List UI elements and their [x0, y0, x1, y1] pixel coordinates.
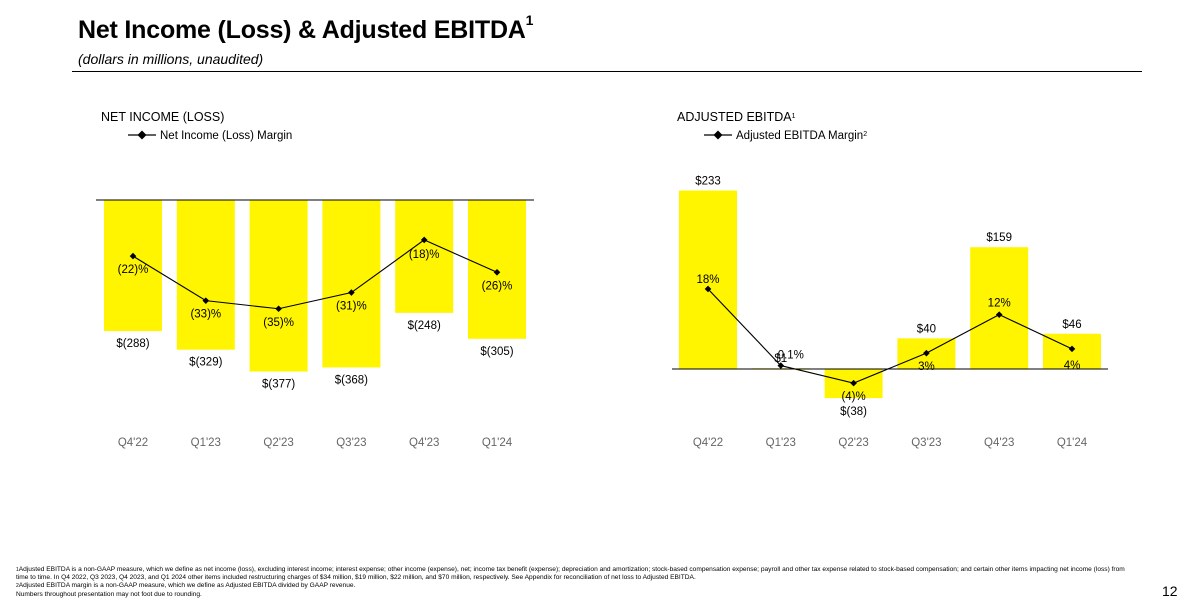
- margin-point: [348, 289, 355, 296]
- x-tick-label: Q1'23: [766, 437, 796, 449]
- margin-value-label: 4%: [1064, 360, 1081, 372]
- bar-Q2'23: [249, 200, 308, 372]
- legend-label-footnote-ref: 2: [863, 131, 867, 138]
- legend-marker-diamond: [137, 130, 147, 140]
- margin-point: [493, 269, 501, 276]
- margin-line: [707, 288, 1073, 384]
- margin-point: [129, 252, 137, 260]
- bar-Q4'23: [395, 200, 454, 313]
- footnote-text: Numbers throughout presentation may not …: [16, 590, 202, 598]
- legend-marker-diamond: [713, 130, 723, 140]
- bar-value-label: $(368): [335, 374, 368, 386]
- bar-value-label: $(305): [480, 346, 513, 358]
- margin-point: [275, 305, 282, 313]
- charts-canvas: NET INCOME (LOSS) Net Income (Loss) Margi…: [96, 110, 1108, 449]
- x-tick-label: Q1'23: [191, 437, 221, 449]
- page-number: 12: [1162, 583, 1178, 599]
- margin-value-label: (35)%: [263, 317, 294, 329]
- bar-value-label: $233: [695, 176, 721, 188]
- x-tick-label: Q3'23: [336, 437, 366, 449]
- header-divider: [72, 71, 1142, 72]
- margin-value-label: 12%: [988, 298, 1011, 310]
- margin-point: [420, 236, 428, 244]
- margin-value-label: (26)%: [482, 280, 513, 292]
- margin-point: [923, 349, 930, 357]
- bar-Q1'23: [176, 200, 235, 350]
- x-tick-label: Q1'24: [482, 437, 513, 449]
- margin-point: [1068, 345, 1076, 353]
- page-title-text: Net Income (Loss) & Adjusted EBITDA: [78, 16, 526, 44]
- bar-Q4'23: [970, 247, 1029, 369]
- bar-value-label: $(329): [189, 357, 222, 369]
- margin-line: [132, 239, 498, 310]
- x-tick-label: Q2'23: [838, 437, 868, 449]
- footnote-3: Numbers throughout presentation may not …: [16, 591, 1126, 599]
- legend-label: Adjusted EBITDA Margin2: [736, 130, 867, 142]
- x-tick-label: Q1'24: [1057, 437, 1088, 449]
- margin-point: [850, 379, 857, 387]
- x-tick-label: Q4'23: [409, 437, 439, 449]
- bar-value-label: $(288): [116, 338, 149, 350]
- margin-value-label: (31)%: [336, 301, 367, 313]
- margin-point: [777, 362, 785, 369]
- margin-point: [995, 311, 1003, 318]
- footnote-marker: 2: [16, 583, 19, 590]
- chart-title: NET INCOME (LOSS): [101, 110, 224, 124]
- bar-Q3'23: [322, 200, 381, 368]
- chart-title: ADJUSTED EBITDA1: [677, 110, 796, 124]
- bar-value-label: $159: [986, 232, 1012, 244]
- bar-value-label: $(38): [840, 406, 867, 418]
- margin-value-label: 18%: [696, 274, 719, 286]
- bar-value-label: $(377): [262, 379, 295, 391]
- x-tick-label: Q4'22: [118, 437, 148, 449]
- bar-value-label: $46: [1062, 319, 1081, 331]
- footnote-text: Adjusted EBITDA is a non-GAAP measure, w…: [16, 566, 1125, 582]
- chart-1: NET INCOME (LOSS) Net Income (Loss) Margi…: [96, 110, 534, 449]
- bar-value-label: $40: [917, 323, 936, 335]
- margin-value-label: 0.1%: [778, 350, 804, 362]
- x-tick-label: Q4'22: [693, 437, 723, 449]
- footnotes: 1Adjusted EBITDA is a non-GAAP measure, …: [16, 566, 1126, 604]
- margin-point: [202, 297, 210, 304]
- footnote-2: 2Adjusted EBITDA margin is a non-GAAP me…: [16, 582, 1126, 590]
- page-title: Net Income (Loss) & Adjusted EBITDA1: [78, 12, 533, 45]
- margin-value-label: (18)%: [409, 249, 440, 261]
- margin-value-label: 3%: [918, 361, 935, 373]
- margin-value-label: (33)%: [190, 309, 221, 321]
- margin-point: [704, 285, 712, 293]
- x-tick-label: Q3'23: [911, 437, 941, 449]
- page-subtitle: (dollars in millions, unaudited): [78, 51, 264, 67]
- footnote-1: 1Adjusted EBITDA is a non-GAAP measure, …: [16, 566, 1126, 582]
- x-tick-label: Q4'23: [984, 437, 1014, 449]
- chart-title-footnote-ref: 1: [792, 113, 796, 120]
- bar-value-label: $(248): [408, 320, 441, 332]
- footnote-marker: 1: [16, 567, 19, 573]
- bar-Q4'22: [104, 200, 162, 332]
- bar-Q4'22: [679, 190, 737, 369]
- footnote-text: Adjusted EBITDA margin is a non-GAAP mea…: [18, 582, 356, 590]
- chart-2: ADJUSTED EBITDA1 Adjusted EBITDA Margin2 $…: [672, 110, 1108, 449]
- margin-value-label: (22)%: [118, 264, 149, 276]
- page-title-footnote-ref: 1: [525, 12, 534, 28]
- legend-label: Net Income (Loss) Margin: [160, 130, 292, 142]
- x-tick-label: Q2'23: [263, 437, 293, 449]
- margin-value-label: (4)%: [841, 391, 865, 403]
